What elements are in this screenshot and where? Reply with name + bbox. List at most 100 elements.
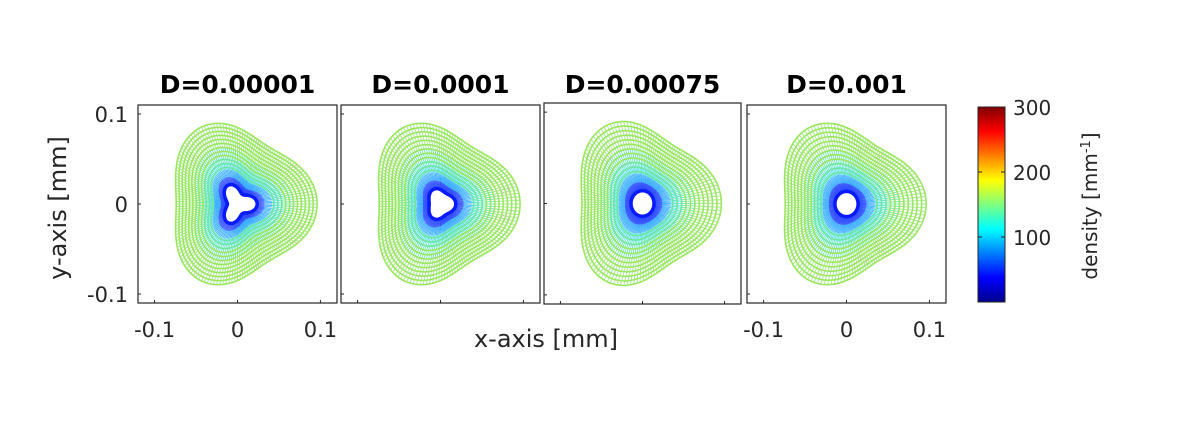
density-ray (261, 192, 269, 197)
density-ray (822, 211, 830, 216)
density-ray (216, 227, 223, 235)
density-ray (826, 181, 834, 189)
density-ray (448, 180, 452, 188)
density-ray (865, 209, 874, 213)
density-ray (619, 213, 627, 218)
density-ray (264, 206, 272, 209)
density-ray (822, 196, 830, 199)
density-ray (830, 178, 836, 187)
density-ray (444, 222, 448, 231)
contour-curve (414, 169, 475, 239)
density-ray (216, 173, 223, 181)
density-ray (858, 184, 864, 190)
density-ray (416, 214, 424, 219)
density-ray (245, 219, 250, 226)
density-ray (824, 216, 832, 223)
density-ray (444, 177, 447, 185)
density-ray (621, 217, 629, 224)
density-ray (216, 174, 222, 182)
density-ray (443, 224, 446, 232)
density-ray (214, 201, 221, 204)
density-ray (433, 227, 436, 236)
density-ray (654, 217, 661, 224)
density-ray (244, 181, 249, 189)
density-ray (658, 213, 666, 219)
density-ray (823, 188, 831, 194)
density-ray (263, 209, 271, 212)
density-ray (658, 188, 666, 194)
density-ray (225, 230, 229, 239)
density-ray (254, 186, 261, 192)
density-ray (214, 206, 221, 209)
density-ray (630, 174, 635, 184)
density-ray (850, 222, 854, 230)
density-ray (618, 208, 626, 212)
density-ray (653, 182, 658, 189)
density-ray (621, 183, 629, 190)
density-ray (245, 182, 250, 189)
density-ray (212, 218, 219, 224)
density-ray (637, 173, 640, 183)
density-ray (226, 230, 230, 239)
density-ray (452, 184, 459, 191)
density-ray (651, 180, 656, 188)
density-ray (865, 208, 875, 212)
density-ray (252, 185, 259, 192)
density-ray (632, 173, 637, 183)
density-ray (212, 221, 220, 227)
contour-curve (181, 130, 311, 278)
density-ray (256, 188, 264, 193)
density-ray (416, 186, 424, 192)
density-ray (222, 230, 227, 239)
density-ray (213, 195, 220, 199)
density-ray (635, 224, 639, 234)
density-ray (637, 224, 640, 234)
density-ray (251, 217, 258, 223)
density-ray (626, 177, 632, 186)
density-ray (840, 174, 843, 184)
density-ray (449, 181, 454, 189)
density-ray (416, 217, 424, 223)
density-ray (457, 215, 465, 220)
contour-curve (200, 154, 287, 254)
colorbar-label-end: ] (1078, 132, 1102, 140)
density-ray (653, 182, 659, 189)
density-ray (456, 187, 464, 193)
density-ray (417, 219, 425, 226)
density-ray (622, 218, 629, 225)
density-ray (652, 181, 657, 188)
density-ray (659, 190, 667, 195)
density-ray (853, 180, 858, 187)
density-ray (240, 224, 243, 233)
density-ray (259, 190, 267, 195)
density-ray (860, 216, 867, 222)
density-ray (240, 175, 243, 184)
density-ray (419, 179, 426, 186)
density-ray (865, 194, 874, 199)
density-ray (431, 172, 435, 181)
density-ray (842, 174, 845, 184)
contour-curve (184, 134, 307, 274)
contour-curve (587, 129, 714, 278)
density-ray (428, 172, 432, 182)
density-ray (434, 227, 437, 236)
density-ray (852, 222, 856, 229)
density-ray (834, 223, 839, 233)
x-tick-label: 0.1 (913, 318, 946, 342)
density-ray (429, 172, 433, 181)
density-ray (241, 222, 245, 230)
density-ray (835, 224, 840, 233)
density-ray (222, 169, 227, 178)
density-ray (831, 222, 837, 231)
density-ray (261, 211, 269, 216)
density-ray (834, 175, 839, 185)
density-ray (212, 181, 220, 187)
labels-group: x-axis [mm] y-axis [mm] (44, 136, 618, 353)
density-ray (623, 180, 630, 188)
density-ray (416, 212, 423, 217)
density-ray (837, 224, 842, 234)
density-ray (859, 185, 866, 192)
contour-curve (793, 136, 914, 272)
density-ray (862, 213, 870, 219)
density-ray (836, 174, 841, 184)
